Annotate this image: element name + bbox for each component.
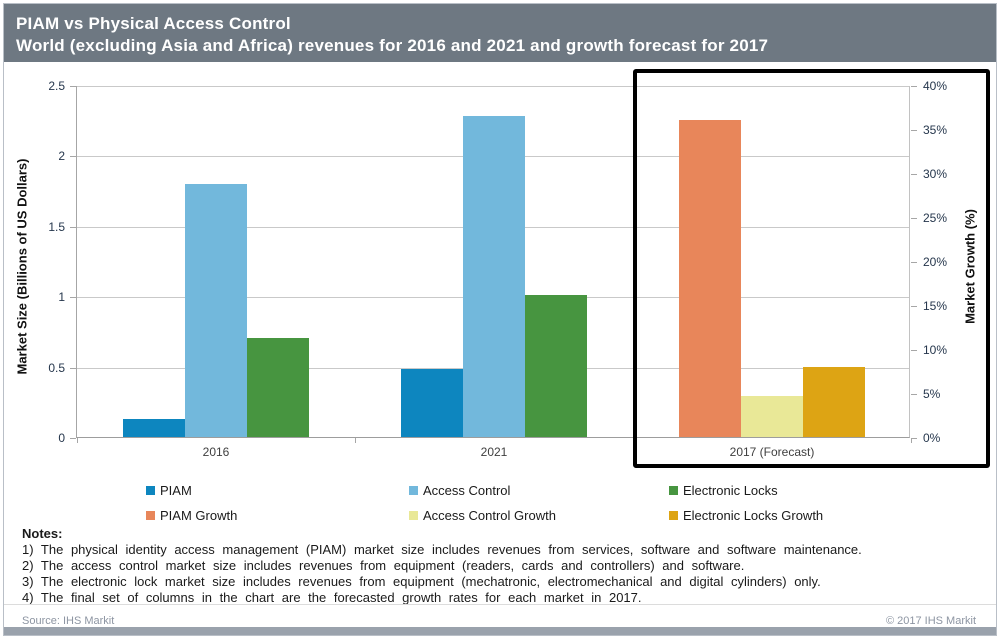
x-axis-tick bbox=[355, 438, 356, 443]
legend-label: Electronic Locks Growth bbox=[683, 508, 824, 523]
right-axis-tick bbox=[911, 394, 917, 395]
bar-piam bbox=[401, 369, 463, 437]
legend-item-piam-growth: PIAM Growth bbox=[146, 508, 237, 523]
note-line: 1) The physical identity access manageme… bbox=[22, 542, 862, 557]
note-line: 4) The final set of columns in the chart… bbox=[22, 590, 642, 605]
left-axis-tick bbox=[70, 226, 76, 228]
right-axis-tick-label: 5% bbox=[923, 387, 941, 401]
left-axis-tick bbox=[70, 156, 76, 158]
plot-area: 2.5 2 1.5 1 0.5 0 40% 35% 30% 25% 20% 15% 10% 5% 0% 201… bbox=[48, 80, 947, 459]
legend-label: Electronic Locks bbox=[683, 483, 778, 498]
bottom-bar bbox=[4, 627, 996, 635]
right-axis-tick bbox=[911, 86, 917, 87]
right-axis-tick-label: 0% bbox=[923, 431, 941, 445]
title-line-2: World (excluding Asia and Africa) revenu… bbox=[16, 36, 769, 55]
bar-electronic-locks-growth bbox=[803, 367, 865, 437]
title-bar: PIAM vs Physical Access Control World (e… bbox=[4, 4, 996, 62]
category-label: 2016 bbox=[202, 445, 230, 459]
left-axis-tick bbox=[70, 438, 76, 439]
left-axis-tick-label: 0 bbox=[58, 431, 65, 445]
right-axis-tick-label: 30% bbox=[923, 167, 948, 181]
legend-swatch bbox=[669, 511, 678, 520]
legend-swatch bbox=[146, 486, 155, 495]
left-axis-tick-label: 1.5 bbox=[48, 219, 65, 234]
right-axis-tick bbox=[911, 350, 917, 351]
legend-label: Access Control Growth bbox=[423, 508, 556, 523]
note-line: 2) The access control market size includ… bbox=[22, 558, 745, 573]
title-line-1: PIAM vs Physical Access Control bbox=[16, 14, 291, 33]
legend-item-access-control: Access Control bbox=[409, 483, 510, 498]
copyright-text: © 2017 IHS Markit bbox=[885, 615, 976, 627]
right-axis-tick-label: 25% bbox=[923, 211, 948, 225]
legend-item-electronic-locks-growth: Electronic Locks Growth bbox=[669, 508, 823, 523]
bar-electronic-locks bbox=[247, 338, 309, 437]
right-axis-tick bbox=[911, 306, 917, 307]
footer: Source: IHS Markit © 2017 IHS Markit bbox=[4, 611, 996, 631]
category-label: 2021 bbox=[480, 445, 508, 459]
bar-electronic-locks bbox=[525, 295, 587, 437]
left-axis-tick-label: 2.5 bbox=[48, 79, 65, 93]
left-axis-tick bbox=[70, 297, 76, 299]
note-line: 3) The electronic lock market size inclu… bbox=[22, 574, 821, 589]
right-axis-tick-label: 10% bbox=[923, 343, 948, 357]
right-axis-tick bbox=[911, 174, 917, 175]
chart-card: PIAM vs Physical Access Control World (e… bbox=[3, 3, 997, 636]
legend-swatch bbox=[669, 486, 678, 495]
x-axis-tick bbox=[911, 438, 912, 443]
left-axis-tick bbox=[70, 367, 76, 369]
gridline bbox=[77, 86, 909, 87]
legend-item-electronic-locks: Electronic Locks bbox=[669, 483, 778, 498]
category-label: 2017 (Forecast) bbox=[729, 445, 815, 459]
right-axis-tick bbox=[911, 262, 917, 263]
footer-divider bbox=[4, 604, 996, 605]
notes-heading: Notes: bbox=[22, 526, 63, 541]
source-text: Source: IHS Markit bbox=[22, 615, 115, 627]
bar-piam-growth bbox=[679, 120, 741, 437]
bar-piam bbox=[123, 419, 185, 437]
left-axis-tick bbox=[70, 86, 76, 87]
legend-item-access-control-growth: Access Control Growth bbox=[409, 508, 556, 523]
right-axis-tick-label: 40% bbox=[923, 79, 948, 93]
left-axis-tick-label: 0.5 bbox=[48, 360, 65, 375]
legend-label: PIAM bbox=[160, 483, 192, 498]
right-axis-tick bbox=[911, 438, 917, 439]
legend-label: PIAM Growth bbox=[160, 508, 238, 523]
legend-swatch bbox=[409, 486, 418, 495]
right-axis-tick-label: 15% bbox=[923, 299, 948, 313]
right-axis-tick-label: 20% bbox=[923, 255, 948, 269]
right-axis-tick-label: 35% bbox=[923, 123, 948, 137]
legend-swatch bbox=[409, 511, 418, 520]
bar-access-control bbox=[463, 116, 525, 437]
legend-label: Access Control bbox=[423, 483, 511, 498]
x-axis-tick bbox=[633, 438, 634, 443]
legend-swatch bbox=[146, 511, 155, 520]
bar-access-control-growth bbox=[741, 396, 803, 437]
right-axis-tick bbox=[911, 218, 917, 219]
left-axis-tick-label: 1 bbox=[58, 290, 65, 305]
notes-section: Notes: 1) The physical identity access m… bbox=[22, 526, 970, 606]
bar-access-control bbox=[185, 184, 247, 437]
x-axis-tick bbox=[77, 438, 78, 443]
legend-item-piam: PIAM bbox=[146, 483, 192, 498]
left-axis-tick-label: 2 bbox=[58, 149, 65, 164]
right-axis-tick bbox=[911, 130, 917, 131]
right-axis-title: Market Growth (%) bbox=[962, 209, 978, 324]
